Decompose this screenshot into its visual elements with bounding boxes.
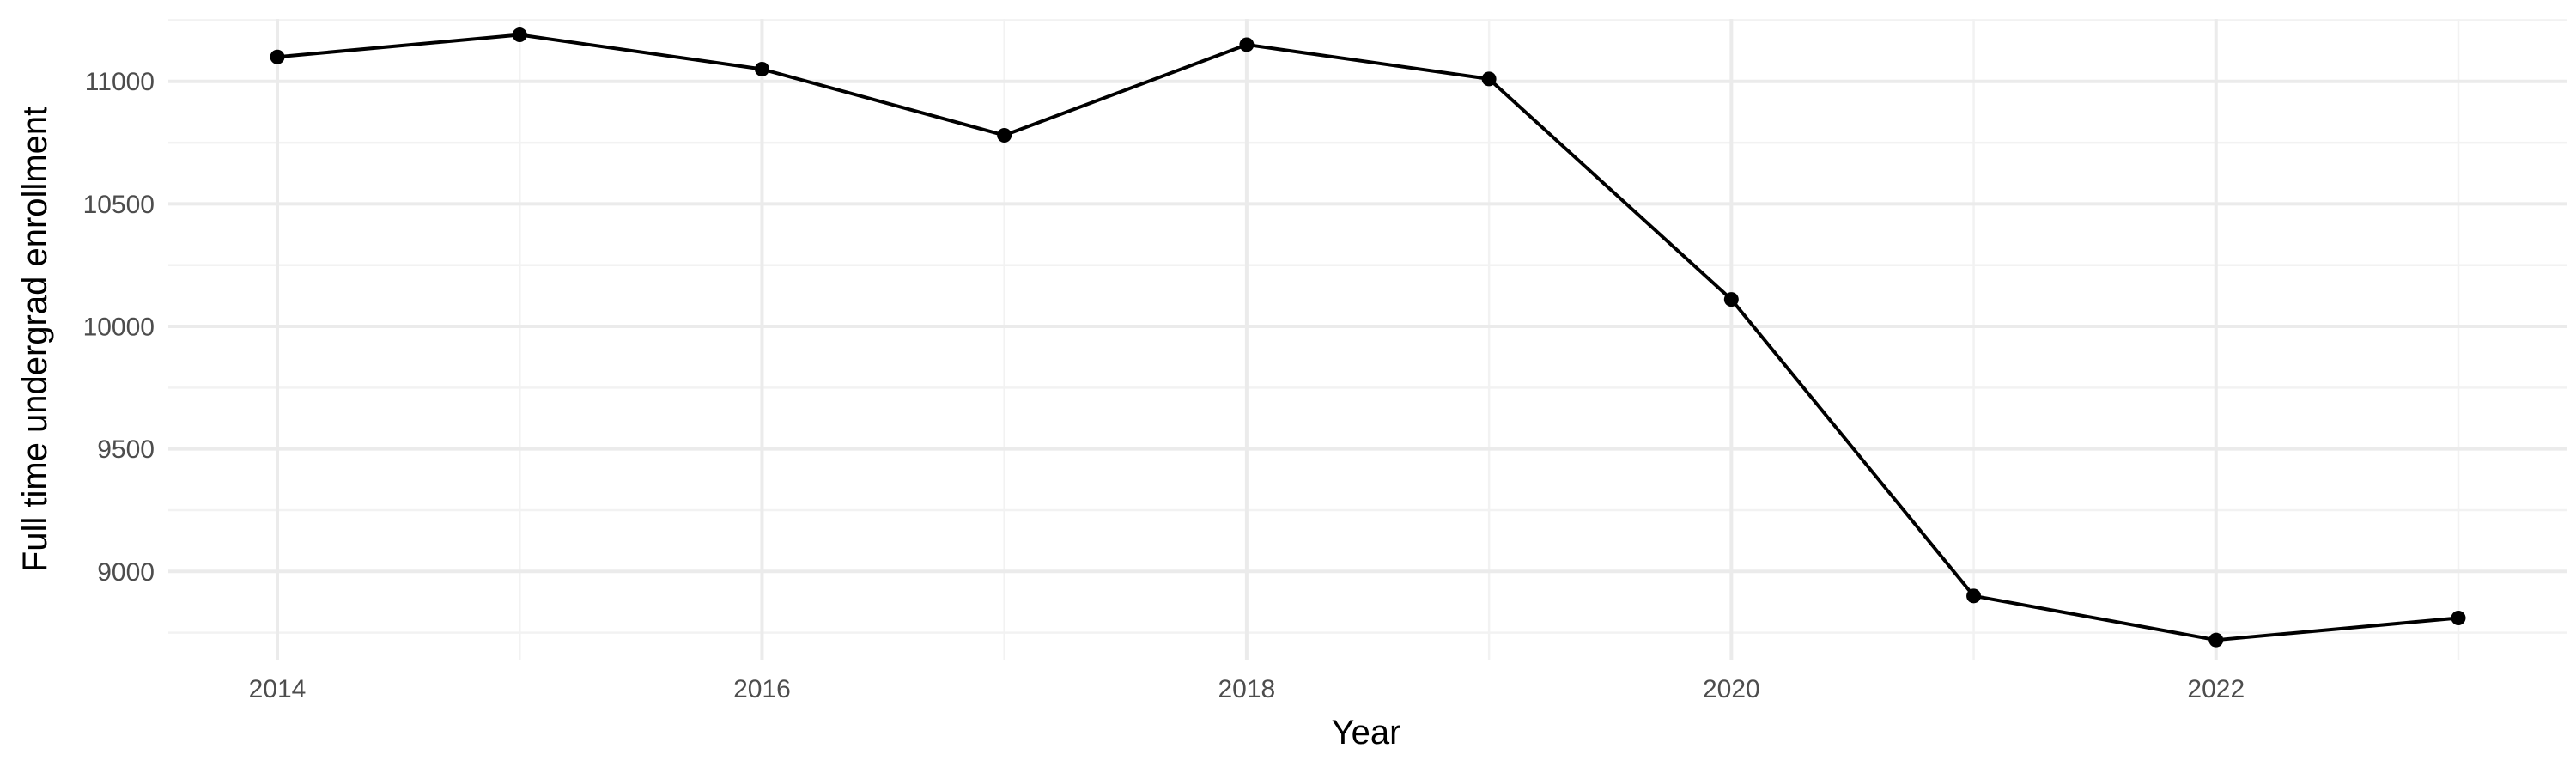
data-point-2022 — [2208, 632, 2224, 648]
series-layer — [270, 27, 2466, 648]
data-point-2014 — [270, 49, 285, 64]
data-point-2018 — [1239, 37, 1255, 52]
y-axis-tick-labels: 9000 9500 10000 10500 11000 — [83, 68, 155, 587]
y-tick-label: 10500 — [83, 191, 155, 219]
series-line — [276, 33, 2459, 642]
major-gridlines — [168, 19, 2567, 660]
x-axis-tick-labels: 2014 2016 2018 2020 2022 — [249, 675, 2245, 703]
y-tick-label: 11000 — [85, 68, 155, 96]
x-tick-label: 2014 — [249, 675, 307, 703]
minor-gridlines — [168, 19, 2567, 660]
data-point-2020 — [1723, 292, 1739, 307]
data-point-2016 — [754, 61, 769, 76]
y-tick-label: 10000 — [83, 313, 155, 342]
x-tick-label: 2018 — [1218, 675, 1276, 703]
y-axis-title: Full time undergrad enrollment — [16, 107, 54, 572]
data-point-2017 — [997, 128, 1012, 143]
data-point-2021 — [1966, 588, 1982, 604]
data-point-2015 — [512, 27, 527, 43]
data-point-2019 — [1481, 71, 1497, 87]
x-tick-label: 2016 — [733, 675, 791, 703]
y-tick-label: 9000 — [97, 558, 155, 587]
x-tick-label: 2022 — [2187, 675, 2245, 703]
x-tick-label: 2020 — [1703, 675, 1760, 703]
y-tick-label: 9500 — [97, 435, 155, 464]
x-axis-title: Year — [1332, 714, 1401, 752]
data-point-2023 — [2451, 611, 2466, 626]
